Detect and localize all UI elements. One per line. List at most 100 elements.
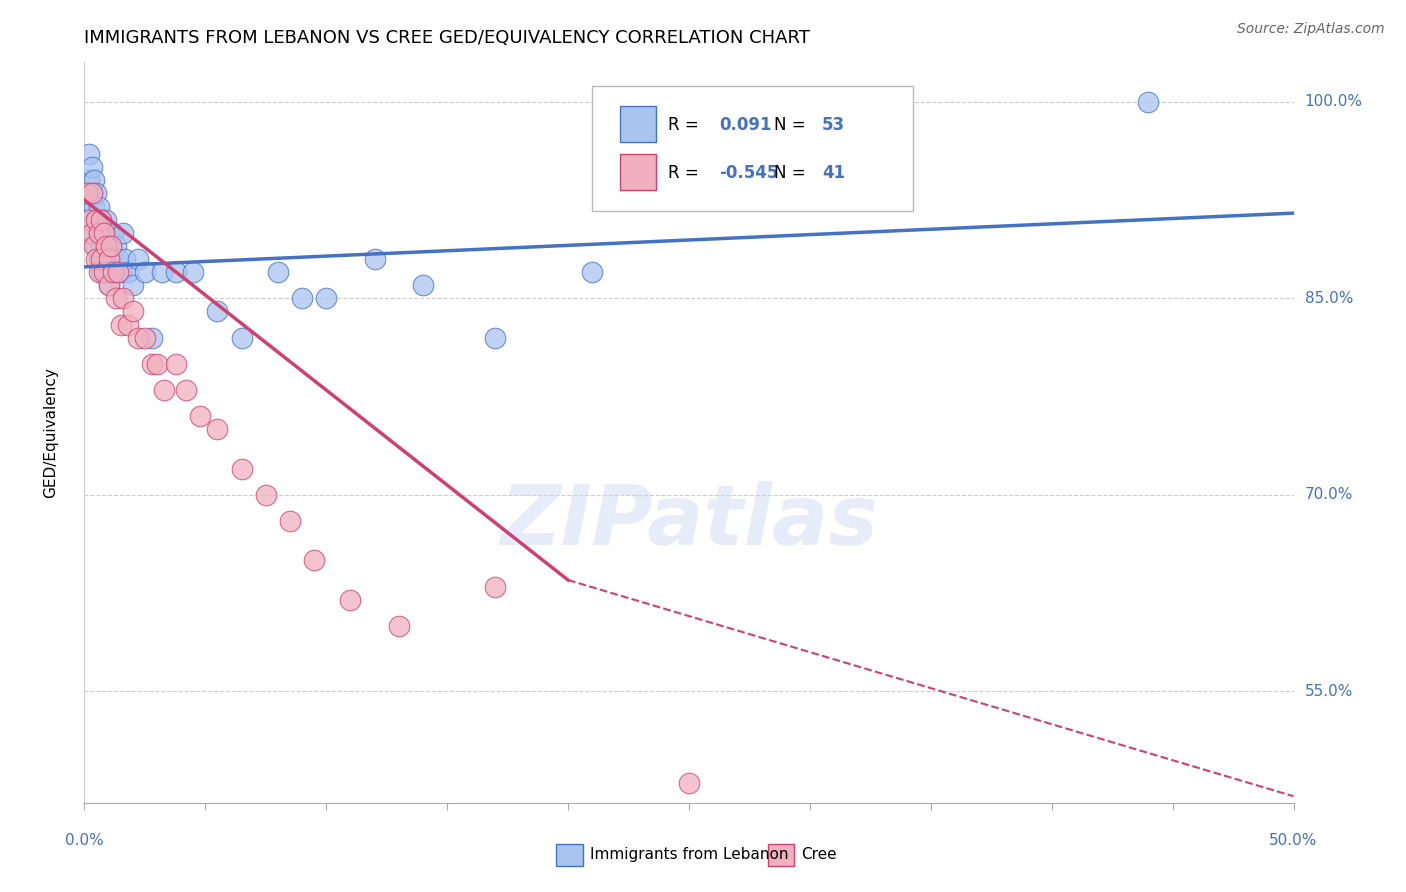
Point: [127, 330, 149, 344]
Text: -0.545: -0.545: [720, 164, 779, 183]
Point: [100, 239, 122, 253]
Point: [90, 212, 112, 227]
Point: [94, 239, 117, 253]
Point: [83, 173, 105, 187]
Point: [112, 291, 135, 305]
FancyBboxPatch shape: [592, 87, 912, 211]
Point: [339, 592, 361, 607]
Point: [207, 304, 229, 318]
Point: [97, 252, 120, 266]
Point: [141, 330, 163, 344]
Point: [121, 304, 143, 318]
Point: [484, 330, 506, 344]
Point: [412, 278, 434, 293]
Point: [93, 265, 115, 279]
Text: N =: N =: [773, 116, 810, 135]
Point: [363, 252, 385, 266]
Point: [76, 186, 98, 201]
Point: [278, 514, 301, 528]
Text: 55.0%: 55.0%: [1305, 684, 1353, 699]
Point: [80, 186, 103, 201]
Point: [388, 619, 411, 633]
Point: [80, 186, 103, 201]
Point: [87, 265, 110, 279]
Point: [87, 226, 110, 240]
Point: [90, 252, 112, 266]
Point: [97, 226, 120, 240]
Text: Source: ZipAtlas.com: Source: ZipAtlas.com: [1237, 22, 1385, 37]
Point: [114, 252, 136, 266]
Point: [1137, 95, 1160, 109]
Point: [80, 226, 103, 240]
Text: 85.0%: 85.0%: [1305, 291, 1353, 306]
Point: [83, 200, 105, 214]
Point: [104, 239, 127, 253]
Point: [104, 291, 127, 305]
Point: [207, 422, 229, 436]
Text: IMMIGRANTS FROM LEBANON VS CREE GED/EQUIVALENCY CORRELATION CHART: IMMIGRANTS FROM LEBANON VS CREE GED/EQUI…: [84, 29, 810, 47]
Text: 0.0%: 0.0%: [65, 833, 104, 848]
Point: [231, 330, 253, 344]
Point: [90, 212, 112, 227]
Point: [77, 212, 100, 227]
Point: [127, 252, 149, 266]
Point: [86, 252, 108, 266]
Point: [87, 226, 110, 240]
Point: [165, 265, 187, 279]
FancyBboxPatch shape: [768, 844, 794, 866]
Point: [107, 252, 129, 266]
Point: [134, 330, 156, 344]
Point: [97, 252, 120, 266]
Text: 70.0%: 70.0%: [1305, 487, 1353, 502]
Point: [121, 278, 143, 293]
Point: [165, 357, 187, 371]
Text: R =: R =: [668, 164, 704, 183]
Point: [93, 252, 115, 266]
Point: [291, 291, 314, 305]
Point: [103, 265, 125, 279]
Point: [86, 212, 108, 227]
Point: [94, 239, 117, 253]
Point: [86, 212, 108, 227]
Point: [80, 161, 103, 175]
Point: [141, 357, 163, 371]
Point: [87, 252, 110, 266]
Point: [93, 226, 115, 240]
Point: [94, 212, 117, 227]
Text: 100.0%: 100.0%: [1305, 95, 1362, 109]
Point: [77, 173, 100, 187]
Point: [97, 278, 120, 293]
Point: [107, 265, 129, 279]
Text: ZIPatlas: ZIPatlas: [501, 481, 877, 562]
Point: [174, 383, 197, 397]
Point: [90, 239, 112, 253]
Point: [134, 265, 156, 279]
Point: [93, 226, 115, 240]
Text: 50.0%: 50.0%: [1270, 833, 1317, 848]
Point: [90, 265, 112, 279]
Point: [94, 265, 117, 279]
Point: [581, 265, 603, 279]
Point: [83, 226, 105, 240]
Point: [315, 291, 337, 305]
Point: [83, 239, 105, 253]
FancyBboxPatch shape: [620, 154, 657, 190]
Text: R =: R =: [668, 116, 704, 135]
Point: [86, 186, 108, 201]
Text: 41: 41: [823, 164, 845, 183]
Point: [87, 200, 110, 214]
Point: [76, 200, 98, 214]
Text: 53: 53: [823, 116, 845, 135]
Point: [103, 252, 125, 266]
Text: N =: N =: [773, 164, 810, 183]
FancyBboxPatch shape: [555, 844, 582, 866]
Point: [117, 265, 139, 279]
Text: GED/Equivalency: GED/Equivalency: [44, 368, 58, 498]
Point: [97, 278, 120, 293]
Point: [100, 265, 122, 279]
Point: [153, 383, 176, 397]
Point: [267, 265, 290, 279]
Point: [110, 318, 132, 332]
Point: [103, 226, 125, 240]
Point: [112, 226, 135, 240]
